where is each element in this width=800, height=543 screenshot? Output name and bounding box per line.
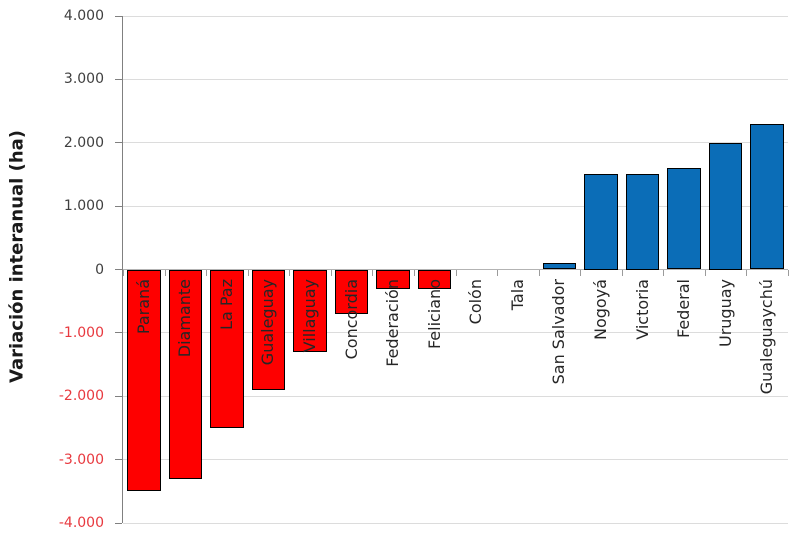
category-label-wrap: La Paz [216,278,236,334]
category-label-wrap: Victoria [632,278,652,344]
bar-federal [667,168,701,270]
bar-federacion [376,269,410,289]
y-axis-spine [122,16,123,523]
y-tick-label: 1.000 [63,198,104,215]
y-tick-label: -3.000 [58,451,104,468]
bar-gualeguay [251,269,286,390]
x-tick-mark [247,269,249,276]
bar-la-paz [210,269,244,428]
y-tick-label: 4.000 [63,8,104,24]
category-label-wrap: Gualeguay [258,278,278,369]
gridline [123,205,788,207]
category-label-wrap: Tala [507,278,527,314]
category-label-gualeguaychu: Gualeguaychú [757,278,777,394]
x-tick-mark [413,269,415,276]
category-label-victoria: Victoria [632,278,652,340]
x-tick-mark [497,269,499,276]
gridline [123,142,788,144]
gridline [123,395,788,397]
category-label-san-salvador: San Salvador [549,278,569,384]
category-label-feliciano: Feliciano [424,278,444,349]
gridline [123,78,788,80]
y-tick-label: -2.000 [58,388,104,405]
x-tick-mark [704,269,706,276]
bar-gualeguaychu [750,123,784,270]
x-tick-mark [455,269,457,276]
x-tick-mark [621,269,623,276]
y-tick-mark [115,78,122,80]
category-label-concordia: Concordia [341,278,361,359]
bar-feliciano [417,269,452,289]
y-tick-mark [115,142,122,144]
x-tick-mark [330,269,332,276]
y-tick-label: 3.000 [63,71,104,88]
y-tick-mark [115,269,122,270]
gridline [123,15,788,17]
gridline [123,522,788,524]
category-label-wrap: Paraná [133,278,153,338]
category-label-villaguay: Villaguay [300,278,320,352]
category-label-colon: Colón [466,278,486,324]
bar-san-salvador [542,263,577,270]
bar-victoria [625,174,660,270]
y-tick-label: 0 [95,261,104,278]
x-tick-mark [372,269,374,276]
x-tick-mark [580,269,582,276]
x-tick-mark [206,269,208,276]
category-label-nogoya: Nogoyá [590,278,610,340]
y-tick-mark [115,15,122,17]
y-tick-label: 2.000 [63,134,104,151]
bar-concordia [334,269,369,314]
category-label-wrap: Diamante [175,278,195,361]
category-label-gualeguay: Gualeguay [258,278,278,365]
x-tick-mark [289,269,291,276]
category-label-wrap: Federal [674,278,694,342]
category-label-wrap: Uruguay [715,278,735,351]
x-tick-mark [538,269,540,276]
x-tick-mark [788,269,789,276]
bar-parana [127,269,161,492]
gridline [123,332,788,334]
x-tick-mark [746,269,748,276]
category-label-federal: Federal [674,278,694,338]
y-tick-mark [115,395,122,397]
category-label-uruguay: Uruguay [715,278,735,347]
bar-uruguay [708,142,743,270]
gridline [123,459,788,461]
y-tick-mark [115,332,122,334]
category-label-wrap: Colón [466,278,486,328]
category-label-wrap: Feliciano [424,278,444,353]
category-label-wrap: Gualeguaychú [757,278,777,398]
category-label-wrap: San Salvador [549,278,569,388]
category-label-wrap: Villaguay [300,278,320,356]
category-label-wrap: Concordia [341,278,361,363]
category-label-tala: Tala [507,278,527,310]
bar-nogoya [584,174,618,270]
x-tick-mark [123,269,124,276]
y-tick-mark [115,522,122,524]
y-tick-label: -4.000 [58,515,104,531]
y-tick-mark [115,205,122,207]
y-tick-mark [115,459,122,461]
category-label-parana: Paraná [133,278,153,334]
bar-diamante [168,269,203,479]
y-tick-label: -1.000 [58,324,104,341]
x-tick-mark [663,269,665,276]
category-label-la-paz: La Paz [216,278,236,330]
y-axis-title: Variación interanual (ha) [6,129,28,383]
category-label-wrap: Federación [383,278,403,371]
x-tick-mark [164,269,166,276]
category-label-diamante: Diamante [175,278,195,357]
bar-villaguay [293,269,327,352]
category-label-federacion: Federación [383,278,403,367]
category-label-wrap: Nogoyá [590,278,610,344]
